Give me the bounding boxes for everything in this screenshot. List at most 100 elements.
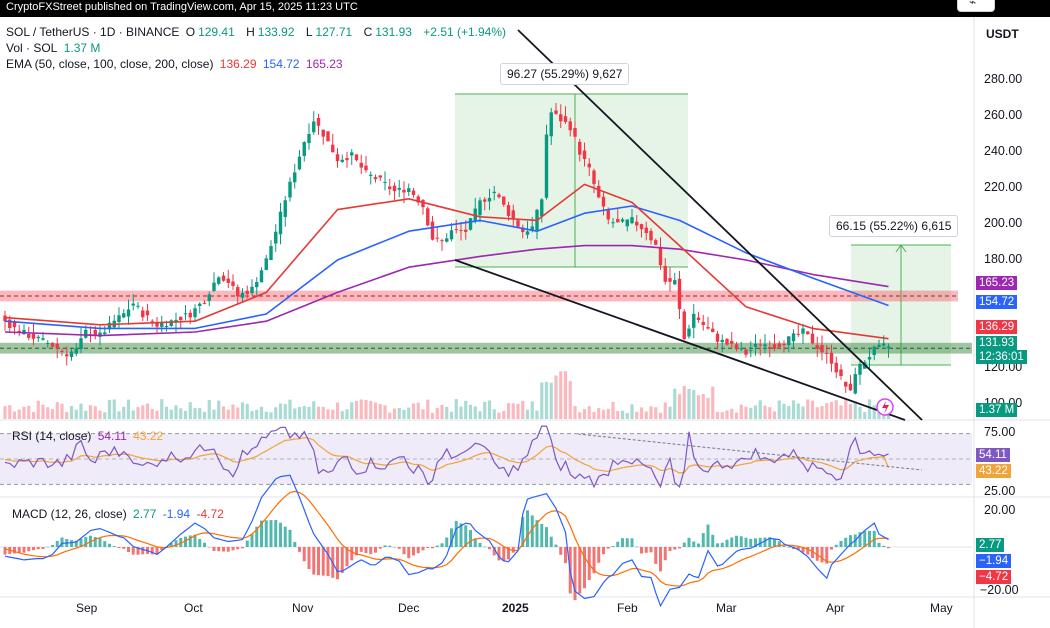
high-label: H [246,25,255,39]
candle-body [188,312,192,318]
volume-bar [217,400,221,419]
range-annotation-right[interactable]: 66.15 (55.22%) 6,615 [829,215,959,237]
volume-bar [530,401,534,419]
volume-bar [160,399,164,419]
candle-body [696,317,701,320]
x-tick: Sep [76,601,98,615]
volume-bar [516,403,520,419]
macd-histogram-bar [412,547,415,556]
macd-histogram-bar [198,539,202,547]
candle-body [145,310,150,316]
volume-bar [535,410,539,419]
volume-bar [84,410,88,419]
volume-bar [373,402,378,419]
macd-histogram-bar [526,510,529,547]
volume-bar [635,411,639,419]
candle-body [791,333,796,342]
macd-histogram-bar [692,541,696,547]
macd-histogram-bar [312,547,316,575]
volume-bar [597,408,601,419]
macd-histogram-bar [635,546,639,548]
macd-histogram-bar [768,537,772,547]
trendline-upper [517,29,923,421]
macd-histogram-bar [3,547,7,555]
candle-body [796,333,800,335]
volume-bar [668,406,672,419]
macd-histogram-bar [369,547,373,554]
macd-histogram-bar [336,547,339,580]
macd-histogram-bar [502,547,506,562]
volume-bar [768,407,772,419]
candle-body [283,200,287,217]
candle-body [620,219,625,222]
macd-histogram-bar [469,529,472,547]
candle-body [516,220,520,227]
candle-body [411,190,416,196]
range-annotation-top[interactable]: 96.27 (55.29%) 9,627 [500,63,630,85]
candle-body [839,369,843,376]
macd-histogram-bar [293,541,297,547]
macd-histogram-bar [559,547,563,555]
candle-body [715,333,720,342]
volume-bar [620,410,625,419]
volume-bar [98,410,102,419]
macd-histogram-bar [773,539,776,547]
volume-bar [202,411,207,419]
volume-bar [255,409,259,419]
volume-bar [12,411,17,419]
candle-body [136,305,140,307]
volume-bar [511,403,515,419]
volume-bar [397,407,401,419]
candle-body [592,170,596,184]
candle-body [677,278,682,310]
volume-bar [335,402,340,419]
volume-bar [449,411,454,419]
range-box-top [455,94,688,267]
volume-bar [226,409,230,419]
macd-histogram-bar [188,535,192,547]
candle-body [378,175,382,178]
volume-bar [554,375,558,419]
rsi-tick: 25.00 [984,484,1016,498]
macd-histogram-bar [450,528,453,547]
macd-histogram-bar [663,547,667,561]
candle-body [872,346,876,355]
x-tick: Apr [826,601,845,615]
ema50-line [4,183,889,340]
macd-histogram-bar [217,547,221,552]
candle-body [639,224,644,230]
volume-bar [74,409,78,419]
candle-body [573,127,577,137]
macd-histogram-bar [654,547,658,564]
volume-bar [782,403,786,419]
candle-body [198,303,202,306]
macd-histogram-bar [340,547,344,573]
macd-histogram-bar [155,547,159,555]
candle-body [758,344,762,346]
candle-body [625,219,629,227]
macd-histogram-bar [478,542,482,547]
macd-histogram-bar [716,543,719,547]
macd-histogram-bar [668,547,672,552]
volume-bar [27,405,31,419]
macd-histogram-bar [359,547,363,552]
chart-canvas[interactable] [0,17,1050,628]
candle-body [107,322,112,330]
macd-histogram-bar [545,527,548,547]
macd-value: 2.77 [133,507,157,521]
candle-body [701,321,705,325]
macd-histogram-bar [820,547,824,563]
volume-bar [402,409,406,419]
volume-bar [378,404,382,419]
macd-histogram-bar [801,547,805,553]
candle-body [183,313,188,315]
macd-histogram-bar [606,547,610,549]
macd-histogram-bar [644,547,648,553]
macd-histogram-bar [811,547,814,558]
candle-body [169,320,173,326]
candle-body [50,342,55,347]
volume-bar [559,371,563,419]
macd-histogram-bar [288,529,292,547]
candle-body [354,154,359,161]
volume-bar [834,400,838,419]
